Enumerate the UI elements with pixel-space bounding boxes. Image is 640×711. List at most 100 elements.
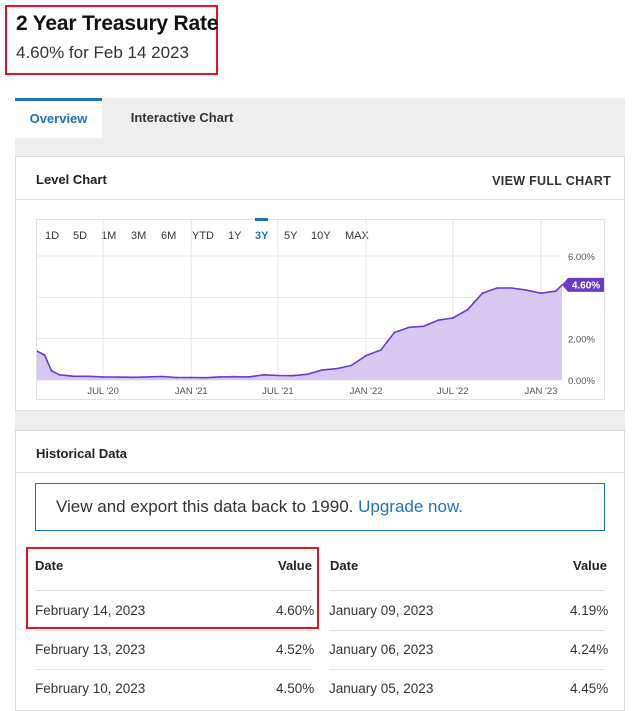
- series-point: [510, 287, 513, 289]
- x-tick-label: JUL '22: [437, 386, 469, 397]
- row-divider: [35, 590, 312, 591]
- series-point: [365, 354, 367, 357]
- series-point: [525, 289, 527, 291]
- col-header-value: Value: [278, 558, 312, 573]
- x-tick-label: JAN '21: [175, 386, 208, 397]
- promo-text: View and export this data back to 1990.: [56, 497, 354, 516]
- range-1d[interactable]: 1D: [45, 230, 60, 242]
- series-point: [175, 376, 178, 379]
- tab-interactive-chart[interactable]: Interactive Chart: [130, 110, 234, 125]
- series-point: [306, 373, 309, 376]
- card-divider: [16, 472, 624, 473]
- y-tick-label: 6.00%: [568, 252, 595, 263]
- col-header-date: Date: [330, 558, 359, 573]
- series-point: [117, 376, 119, 379]
- range-6m[interactable]: 6M: [161, 230, 177, 242]
- series-point: [481, 292, 484, 295]
- left-row-1-value: 4.60%: [276, 603, 315, 618]
- x-tick-label: JUL '21: [262, 386, 294, 397]
- upgrade-promo-banner: View and export this data back to 1990. …: [35, 483, 605, 531]
- series-point: [72, 375, 75, 378]
- series-point: [291, 374, 294, 377]
- series-point: [58, 373, 61, 376]
- series-point: [393, 331, 396, 334]
- x-tick-label: JUL '20: [87, 386, 119, 397]
- page-subtitle: 4.60% for Feb 14 2023: [16, 43, 189, 62]
- range-3m[interactable]: 3M: [131, 230, 147, 242]
- series-point: [161, 375, 163, 378]
- range-5y[interactable]: 5Y: [284, 230, 298, 242]
- left-row-3-value: 4.50%: [276, 681, 315, 696]
- col-header-value: Value: [573, 558, 607, 573]
- series-point: [321, 369, 323, 371]
- page-title: 2 Year Treasury Rate: [16, 12, 219, 35]
- series-point: [205, 376, 207, 379]
- series-point: [277, 374, 279, 377]
- series-point: [437, 319, 440, 321]
- row-divider: [329, 630, 605, 631]
- right-row-3-date: January 05, 2023: [329, 681, 434, 696]
- range-3y[interactable]: 3Y: [255, 218, 269, 242]
- series-point: [408, 326, 411, 329]
- row-divider: [329, 590, 605, 591]
- series-point: [554, 290, 557, 293]
- row-divider: [35, 669, 312, 670]
- right-row-2-date: January 06, 2023: [329, 642, 434, 657]
- level-chart-title: Level Chart: [36, 172, 107, 187]
- tab-overview[interactable]: Overview: [15, 98, 102, 138]
- series-point: [50, 369, 53, 372]
- tab-bar: Overview Interactive Chart: [15, 98, 625, 138]
- series-point: [37, 350, 38, 352]
- current-value-tag: [562, 277, 604, 292]
- right-row-1-value: 4.19%: [570, 603, 609, 618]
- range-1y[interactable]: 1Y: [228, 230, 242, 242]
- right-row-3-value: 4.45%: [570, 681, 609, 696]
- range-5d[interactable]: 5D: [73, 230, 88, 242]
- series-point: [451, 317, 454, 319]
- series-point: [335, 367, 338, 370]
- series-point: [466, 308, 469, 311]
- card-divider: [16, 199, 624, 200]
- series-point: [422, 325, 425, 328]
- series-area: [37, 284, 562, 380]
- series-point: [131, 376, 134, 379]
- series-point: [262, 373, 265, 376]
- range-max[interactable]: MAX: [345, 230, 369, 242]
- upgrade-now-link[interactable]: Upgrade now.: [358, 497, 464, 516]
- series-point: [87, 375, 90, 378]
- y-tick-label: 2.00%: [568, 335, 595, 346]
- left-row-2-date: February 13, 2023: [35, 642, 146, 657]
- right-row-1-date: January 09, 2023: [329, 603, 434, 618]
- series-point: [218, 376, 221, 378]
- left-row-1-date: February 14, 2023: [35, 603, 146, 618]
- row-divider: [329, 669, 605, 670]
- left-row-2-value: 4.52%: [276, 642, 315, 657]
- x-tick-label: JAN '22: [350, 386, 383, 397]
- x-tick-label: JAN '23: [524, 386, 557, 397]
- series-point: [190, 376, 193, 379]
- current-value-label: 4.60%: [572, 280, 600, 291]
- range-1m[interactable]: 1M: [101, 230, 117, 242]
- series-point: [43, 354, 46, 357]
- latest-value-highlight-box: [26, 547, 319, 629]
- header-highlight-box: [5, 5, 218, 75]
- series-point: [102, 376, 105, 378]
- range-10y[interactable]: 10Y: [311, 230, 331, 242]
- series-point: [350, 364, 353, 367]
- level-chart-card: Level Chart VIEW FULL CHART 1D 5D 1M 3M …: [15, 156, 625, 411]
- series-point: [146, 376, 149, 378]
- row-divider: [35, 630, 312, 631]
- col-header-date: Date: [35, 558, 64, 573]
- right-row-2-value: 4.24%: [570, 642, 609, 657]
- view-full-chart-link[interactable]: VIEW FULL CHART: [492, 174, 611, 188]
- range-ytd[interactable]: YTD: [192, 230, 214, 242]
- chart-frame: 1D 5D 1M 3M 6M YTD 1Y 3Y 5Y 10Y MAX 0.00…: [36, 218, 606, 401]
- series-point: [233, 375, 236, 378]
- left-row-3-date: February 10, 2023: [35, 681, 146, 696]
- series-point: [495, 287, 498, 289]
- series-point: [247, 376, 250, 378]
- series-point: [540, 292, 542, 295]
- series-point: [380, 349, 382, 351]
- y-tick-label: 0.00%: [568, 376, 595, 387]
